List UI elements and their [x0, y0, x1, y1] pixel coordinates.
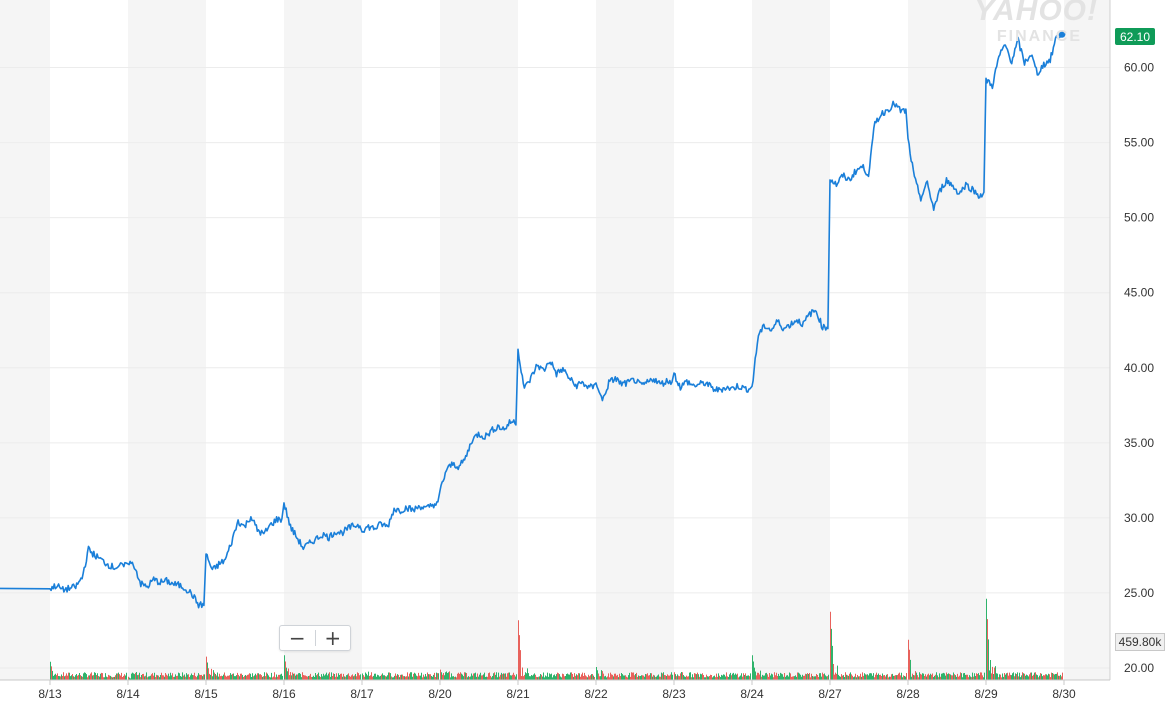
x-tick-label: 8/20 [428, 687, 452, 701]
x-tick-label: 8/13 [38, 687, 62, 701]
x-tick-label: 8/21 [506, 687, 530, 701]
day-band [1064, 0, 1110, 680]
y-tick-label: 45.00 [1124, 286, 1154, 300]
x-tick-label: 8/28 [896, 687, 920, 701]
x-tick-label: 8/15 [194, 687, 218, 701]
zoom-out-button[interactable]: − [288, 626, 306, 650]
x-tick-label: 8/17 [350, 687, 374, 701]
x-tick-label: 8/16 [272, 687, 296, 701]
x-tick-label: 8/14 [116, 687, 140, 701]
y-tick-label: 20.00 [1124, 661, 1154, 675]
current-price-badge: 62.10 [1115, 28, 1155, 45]
y-tick-label: 60.00 [1124, 61, 1154, 75]
last-price-dot [1058, 30, 1066, 38]
y-tick-labels: 20.00 25.00 30.00 35.00 40.00 45.00 50.00 55.00… [1124, 61, 1154, 675]
y-tick-label: 30.00 [1124, 511, 1154, 525]
x-tick-labels: 8/13 8/14 8/15 8/16 8/17 8/20 8/21 8/22 8/23 8/24… [38, 680, 1076, 701]
x-tick-label: 8/27 [818, 687, 842, 701]
x-tick-label: 8/23 [662, 687, 686, 701]
y-tick-label: 35.00 [1124, 436, 1154, 450]
y-tick-label: 40.00 [1124, 361, 1154, 375]
axes [0, 0, 1111, 681]
price-line-group [0, 30, 1066, 609]
day-bands [0, 0, 1110, 680]
day-band [752, 0, 830, 680]
zoom-divider [314, 630, 316, 646]
y-tick-label: 55.00 [1124, 136, 1154, 150]
zoom-in-button[interactable]: + [324, 626, 342, 650]
day-band [596, 0, 674, 680]
x-tick-label: 8/30 [1052, 687, 1076, 701]
day-band [128, 0, 206, 680]
price-line [0, 33, 1063, 609]
x-tick-label: 8/29 [974, 687, 998, 701]
day-band [440, 0, 518, 680]
day-band [284, 0, 362, 680]
y-tick-label: 50.00 [1124, 211, 1154, 225]
y-tick-label: 25.00 [1124, 586, 1154, 600]
horizontal-grid [0, 67, 1110, 669]
x-tick-label: 8/22 [584, 687, 608, 701]
zoom-controls: − + [279, 625, 351, 651]
volume-badge: 459.80k [1115, 633, 1165, 651]
day-band [0, 0, 50, 680]
x-tick-label: 8/24 [740, 687, 764, 701]
day-band [908, 0, 986, 680]
